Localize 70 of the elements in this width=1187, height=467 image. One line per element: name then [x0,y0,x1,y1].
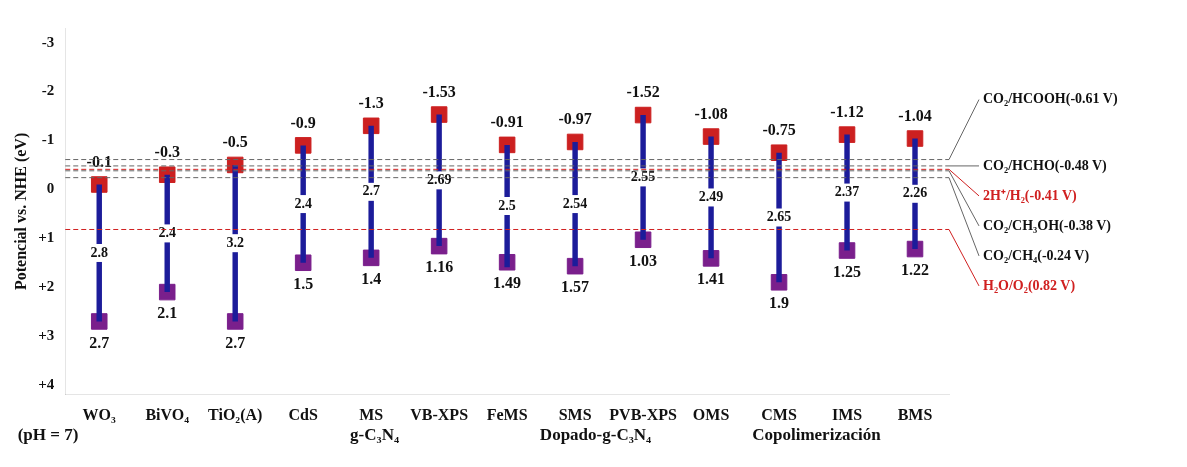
data-label: 2.69 [426,171,452,187]
y-tick-label: 0 [46,180,55,197]
text: (pH = 7) [17,424,79,444]
data-label: -1.08 [694,104,728,122]
x-tick-label: SMS [558,405,592,423]
data-label: -0.5 [222,133,248,151]
x-tick-label: MS [359,405,384,423]
data-label: -1.04 [898,106,932,124]
ref-line-label: CO₂/CH₄(-0.24 V) [983,247,1090,264]
data-label: 2.8 [90,244,108,260]
data-label: 2.7 [362,183,380,199]
data-label: 1.49 [493,274,522,292]
x-tick-label: WO₃ [82,405,117,423]
data-label: -1.12 [830,102,864,120]
x-tick-label: BMS [897,405,933,423]
y-tick-label: +2 [38,278,55,295]
data-label: 1.9 [769,294,790,312]
data-label: 2.37 [834,184,860,200]
x-tick-label: OMS [692,405,730,423]
ref-line-label: 2H⁺/H₂(-0.41 V) [983,187,1078,204]
data-label: -0.9 [290,113,316,131]
data-label: 2.65 [766,209,792,225]
ref-line-label: CO₂/HCOOH(-0.61 V) [983,91,1118,108]
y-tick-label: -1 [41,131,55,148]
data-label: 2.55 [630,169,656,185]
text: g-C₃N₄ [350,424,400,444]
data-label: 3.2 [226,234,244,250]
data-label: 2.1 [157,304,178,322]
x-tick-label: FeMS [486,405,528,423]
x-tick-label: VB-XPS [410,405,469,423]
data-label: -0.97 [558,110,592,128]
y-tick-label: +1 [38,229,55,246]
data-label: 2.49 [698,189,724,205]
ref-line-label: CO₂/HCHO(-0.48 V) [983,157,1108,174]
x-tick-label: CMS [761,405,797,423]
text: Copolimerización [752,424,882,444]
ref-line-label: H₂O/O₂(0.82 V) [983,277,1076,294]
data-label: 2.26 [902,185,928,201]
data-label: -1.52 [626,83,660,101]
data-label: 1.57 [561,278,590,296]
x-tick-label: BiVO₄ [145,405,190,423]
data-label: 1.5 [293,274,314,292]
data-label: 1.22 [901,261,930,279]
data-label: 1.41 [697,270,726,288]
data-label: 1.25 [833,262,862,280]
data-label: 2.7 [225,333,246,351]
data-label: 2.5 [498,197,516,213]
data-label: 1.16 [425,258,454,276]
data-label: 1.03 [629,251,658,269]
text: Dopado-g-C₃N₄ [539,424,652,444]
x-tick-label: PVB-XPS [609,405,677,423]
y-axis-title: Potencial vs. NHE (eV) [11,132,30,291]
data-label: 2.7 [89,333,110,351]
y-tick-label: +4 [38,375,55,392]
data-label: -0.1 [86,152,112,170]
x-tick-label: CdS [288,405,318,423]
data-label: -0.91 [490,113,524,131]
y-tick-label: -2 [41,82,55,99]
data-label: -0.75 [762,120,796,138]
data-label: -0.3 [154,142,180,160]
y-tick-label: -3 [41,33,55,50]
data-label: 2.54 [562,195,588,211]
y-tick-label: +3 [38,326,55,343]
x-tick-label: TiO₂(A) [208,405,263,424]
data-label: -1.53 [422,82,456,100]
data-label: 2.4 [294,195,312,211]
ref-line-label: CO₂/CH₃OH(-0.38 V) [983,217,1112,234]
x-tick-label: IMS [831,405,863,423]
data-label: -1.3 [358,93,384,111]
data-label: 1.4 [361,270,382,287]
